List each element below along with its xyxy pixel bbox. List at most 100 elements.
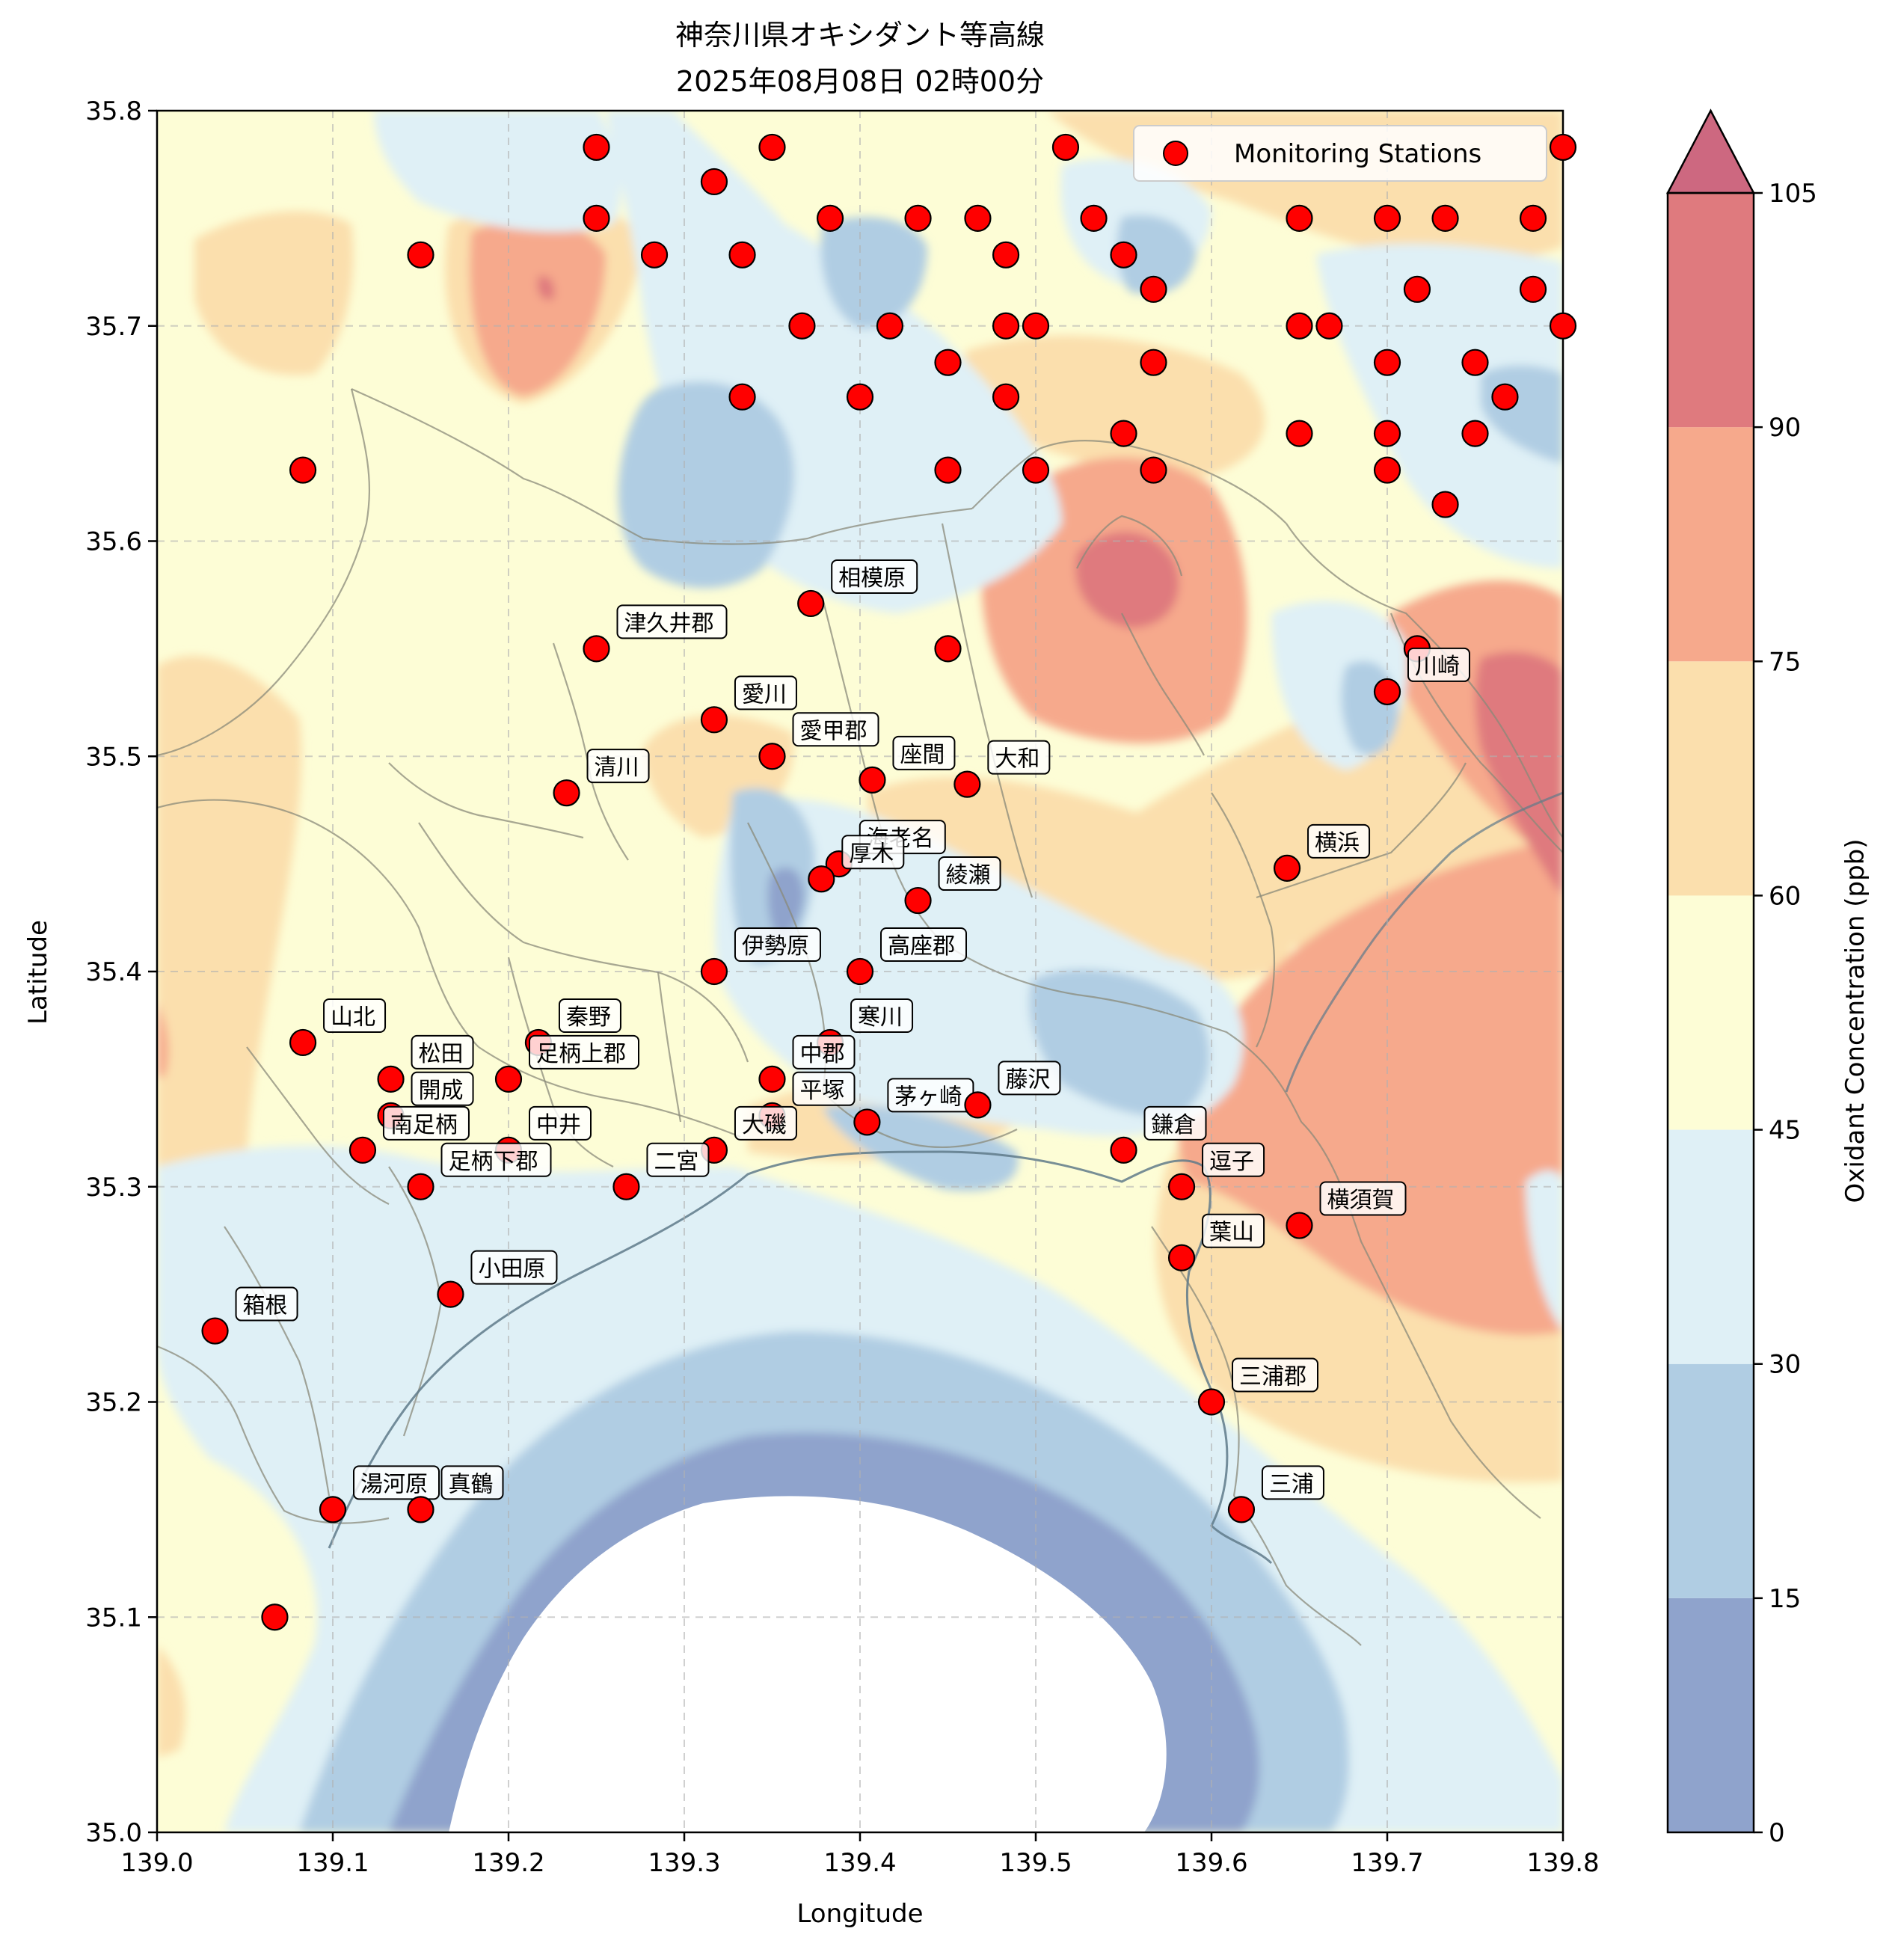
station-marker[interactable] [1274,856,1300,881]
station-marker[interactable] [290,1030,316,1055]
station-marker[interactable] [906,206,931,231]
station-marker[interactable] [808,866,834,891]
station-marker[interactable] [854,1109,879,1135]
station-marker[interactable] [847,384,873,410]
station-marker[interactable] [1520,206,1546,231]
colorbar-segment [1668,1598,1754,1832]
y-tick-label: 35.1 [85,1603,142,1633]
station-marker[interactable] [730,384,755,410]
station-marker[interactable] [320,1497,346,1522]
station-marker[interactable] [554,780,580,805]
station-marker[interactable] [1199,1390,1224,1415]
station-marker[interactable] [965,1092,990,1117]
station-marker[interactable] [906,888,931,913]
colorbar-tick-label: 60 [1769,881,1801,911]
station-marker[interactable] [877,313,903,339]
station-marker[interactable] [1287,1213,1312,1239]
station-marker[interactable] [1316,313,1342,339]
station-marker[interactable] [203,1319,228,1344]
colorbar-tick-label: 45 [1769,1116,1801,1146]
station-marker[interactable] [1140,458,1166,483]
colorbar-segment [1668,193,1754,427]
station-marker[interactable] [1287,421,1312,446]
station-marker[interactable] [1463,421,1488,446]
station-marker[interactable] [965,206,990,231]
station-marker[interactable] [1375,206,1400,231]
station-marker[interactable] [993,384,1019,410]
station-label: 秦野 [566,1004,611,1031]
station-marker[interactable] [847,959,873,984]
y-axis: 35.035.135.235.335.435.535.635.735.8 [85,96,157,1848]
x-tick-label: 139.4 [823,1848,896,1878]
station-marker[interactable] [993,313,1019,339]
station-marker[interactable] [760,743,785,769]
station-marker[interactable] [936,636,961,661]
station-marker[interactable] [1169,1174,1194,1200]
station-marker[interactable] [1433,492,1458,518]
x-tick-label: 139.7 [1351,1848,1423,1878]
station-marker[interactable] [1375,421,1400,446]
station-marker[interactable] [1111,421,1137,446]
station-marker[interactable] [1023,313,1048,339]
station-marker[interactable] [1375,458,1400,483]
station-marker[interactable] [262,1604,287,1630]
station-marker[interactable] [760,135,785,160]
station-marker[interactable] [1111,242,1137,268]
station-marker[interactable] [642,242,667,268]
station-marker[interactable] [408,1497,434,1522]
colorbar-tick-label: 15 [1769,1584,1801,1614]
station-marker[interactable] [350,1138,375,1163]
station-marker[interactable] [1140,350,1166,375]
station-marker[interactable] [1081,206,1107,231]
station-marker[interactable] [1492,384,1517,410]
station-marker[interactable] [584,636,609,661]
station-marker[interactable] [954,772,980,797]
station-marker[interactable] [1404,277,1430,302]
station-marker[interactable] [936,350,961,375]
station-marker[interactable] [760,1067,785,1092]
station-marker[interactable] [701,707,727,732]
station-marker[interactable] [701,959,727,984]
station-marker[interactable] [701,169,727,194]
station-label: 三浦郡 [1239,1364,1306,1390]
station-marker[interactable] [936,458,961,483]
station-marker[interactable] [1287,313,1312,339]
station-marker[interactable] [1375,679,1400,705]
station-marker[interactable] [1053,135,1078,160]
station-marker[interactable] [1023,458,1048,483]
station-marker[interactable] [1375,350,1400,375]
station-marker[interactable] [496,1067,521,1092]
station-marker[interactable] [789,313,814,339]
station-marker[interactable] [613,1174,639,1200]
station-marker[interactable] [1550,313,1576,339]
station-marker[interactable] [437,1282,463,1307]
station-marker[interactable] [1169,1245,1194,1271]
station-label: 愛川 [742,681,787,708]
station-marker[interactable] [290,458,316,483]
station-marker[interactable] [408,1174,434,1200]
station-marker[interactable] [730,242,755,268]
station-marker[interactable] [1111,1138,1137,1163]
station-marker[interactable] [1550,135,1576,160]
station-marker[interactable] [408,242,434,268]
station-marker[interactable] [378,1067,404,1092]
colorbar-tick-label: 75 [1769,647,1801,677]
station-marker[interactable] [1520,277,1546,302]
legend[interactable]: Monitoring Stations [1134,126,1547,181]
station-marker[interactable] [1463,350,1488,375]
station-marker[interactable] [584,135,609,160]
station-label: 足柄下郡 [449,1149,538,1175]
station-marker[interactable] [584,206,609,231]
y-tick-label: 35.6 [85,527,142,557]
station-marker[interactable] [1140,277,1166,302]
station-marker[interactable] [1433,206,1458,231]
y-tick-label: 35.7 [85,312,142,342]
station-label: 小田原 [478,1256,545,1283]
station-marker[interactable] [993,242,1019,268]
station-marker[interactable] [798,591,823,616]
station-marker[interactable] [1229,1497,1254,1522]
station-marker[interactable] [859,767,885,793]
station-marker[interactable] [817,206,843,231]
colorbar-tick-label: 30 [1769,1350,1801,1380]
station-marker[interactable] [1287,206,1312,231]
